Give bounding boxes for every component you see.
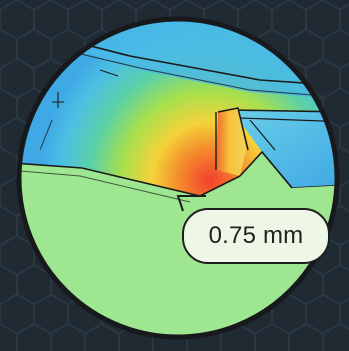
measurement-label: 0.75 mm — [182, 208, 330, 264]
tooltip-callout-icon — [176, 195, 206, 212]
lens-rim — [16, 16, 340, 340]
